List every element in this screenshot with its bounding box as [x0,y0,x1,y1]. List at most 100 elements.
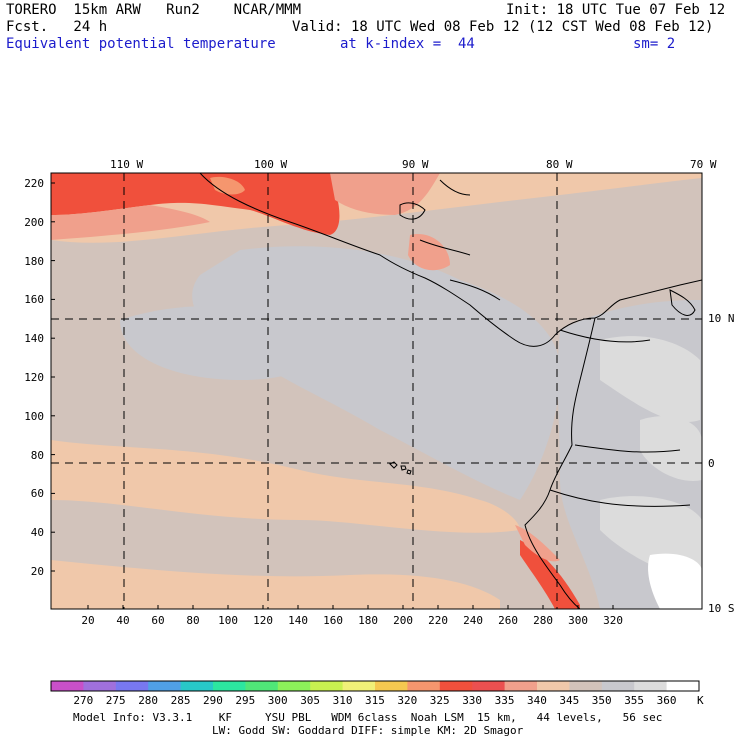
y-tick-label: 80 [30,448,45,462]
x-tick-label: 180 [358,614,378,627]
color-bar-swatch [666,681,700,691]
x-tick-label: 200 [393,614,413,627]
y-tick-label: 60 [30,487,45,501]
lat-label-10n: 10 N [708,312,735,325]
color-bar-swatch [115,681,149,691]
model-run-title: TORERO 15km ARW Run2 NCAR/MMM [6,2,302,18]
color-bar-swatch [342,681,376,691]
y-tick-label: 20 [30,565,45,578]
color-bar-swatch [310,681,344,691]
coastline-lake [669,289,696,316]
country-borders [419,239,691,507]
legend-value-label: 340 [527,694,547,707]
field-335-cent-am [408,234,450,271]
x-tick-label: 20 [81,614,95,627]
x-tick-label: 120 [253,614,273,627]
field-335-coast [515,525,560,562]
field-335-band [51,205,210,240]
color-bar-swatch [569,681,603,691]
level-index: at k-index = 44 [340,36,475,52]
physics-info-line: LW: Godd SW: Goddard DIFF: simple KM: 2D… [212,724,524,737]
color-bar-swatch [148,681,182,691]
color-bar-swatch [634,681,668,691]
x-tick-label: 220 [428,614,448,627]
color-bar-swatch [83,681,117,691]
lat-label-10s: 10 S [708,602,735,615]
field-355-mid [640,416,702,481]
x-tick-label: 320 [603,614,623,627]
legend-value-label: 310 [332,694,353,707]
field-350-west [120,306,326,380]
field-330-north [51,173,340,235]
coastline-central-america [199,173,702,347]
legend-value-label: 285 [170,694,191,707]
y-tick-label: 120 [24,371,45,384]
legend-value-label: 315 [365,694,385,707]
field-325-patch [210,176,245,195]
x-tick-marks [87,605,614,609]
x-tick-label: 260 [498,614,518,627]
legend-value-label: 330 [462,694,483,707]
forecast-hour: Fcst. 24 h [6,19,108,35]
x-tick-label: 100 [218,614,238,627]
y-tick-label: 220 [24,177,45,190]
legend-value-label: 335 [494,694,515,707]
color-bar-swatch [537,681,570,691]
y-tick-label: 100 [24,409,45,423]
legend-value-label: 290 [203,694,223,707]
lon-label-110w: 110 W [110,158,144,171]
valid-time: Valid: 18 UTC Wed 08 Feb 12 (12 CST Wed … [292,19,714,35]
legend-value-label: 280 [138,694,159,707]
x-tick-label: 280 [533,614,553,627]
field-350-central [192,246,560,500]
smoothing-value: sm= 2 [633,36,676,52]
color-bar-swatch [375,681,408,691]
legend-value-label: 360 [656,694,677,707]
temperature-field [51,173,702,609]
field-355-north [600,336,700,422]
field-360-patch [648,553,702,609]
color-bar-swatch [277,681,311,691]
color-bar-frame [50,680,700,692]
legend-unit: K [697,694,704,707]
x-tick-label: 160 [323,614,343,627]
legend-value-label: 320 [397,694,418,707]
lon-label-100w: 100 W [254,158,288,171]
field-name: Equivalent potential temperature [6,36,276,52]
legend-value-label: 350 [591,694,612,707]
legend-value-label: 305 [300,694,321,707]
model-info-line: Model Info: V3.3.1 KF YSU PBL WDM 6class… [73,711,663,724]
color-bar-swatch [472,681,506,691]
lon-label-80w: 80 W [546,158,573,171]
y-tick-label: 200 [24,215,45,229]
x-tick-label: 140 [288,614,308,627]
legend-value-label: 355 [624,694,645,707]
y-tick-label: 140 [24,332,45,346]
x-tick-label: 60 [151,614,165,627]
color-bar-swatch [245,681,279,691]
coastline-yucatan [399,202,426,220]
legend-value-label: 325 [429,694,450,707]
y-tick-label: 40 [30,526,45,540]
x-tick-label: 240 [463,614,483,627]
lat-label-0: 0 [708,457,715,470]
field-340-south [51,560,500,609]
y-tick-label: 160 [24,293,45,307]
legend-value-label: 270 [73,694,94,707]
lon-label-90w: 90 W [402,158,429,171]
init-time: Init: 18 UTC Tue 07 Feb 12 [506,2,726,18]
map-frame [50,172,703,610]
legend-value-label: 275 [105,694,126,707]
x-tick-label: 40 [116,614,130,627]
color-bar [51,681,700,691]
color-bar-swatch [180,681,214,691]
y-tick-label: 180 [24,254,45,268]
legend-value-label: 295 [235,694,256,707]
color-bar-swatch [504,681,538,691]
color-bar-swatch [213,681,246,691]
border-mexico [439,179,471,196]
legend-value-label: 345 [559,694,580,707]
y-tick-marks [51,182,55,572]
legend-value-label: 300 [267,694,288,707]
